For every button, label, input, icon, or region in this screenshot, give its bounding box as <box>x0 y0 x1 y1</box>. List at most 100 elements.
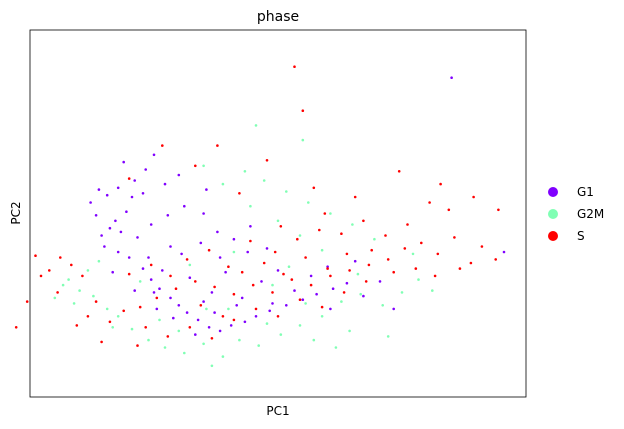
point-s <box>273 250 277 254</box>
point-s <box>59 256 62 259</box>
point-g1 <box>103 245 106 248</box>
point-s <box>14 326 18 329</box>
point-g2m <box>359 292 363 296</box>
series-g1 <box>89 76 506 336</box>
point-g1 <box>268 309 272 313</box>
point-g1 <box>152 291 156 294</box>
point-g1 <box>301 298 305 302</box>
point-s <box>149 263 153 267</box>
point-g1 <box>202 300 205 303</box>
point-s <box>127 177 131 180</box>
point-g1 <box>329 307 332 311</box>
point-g1 <box>205 188 208 191</box>
point-s <box>34 254 37 257</box>
point-s <box>100 340 103 344</box>
point-s <box>271 291 274 294</box>
point-g1 <box>213 311 216 314</box>
point-g1 <box>293 289 296 292</box>
point-s <box>276 315 280 318</box>
point-g2m <box>348 329 351 333</box>
point-s <box>194 280 197 283</box>
point-g1 <box>249 225 252 228</box>
series-g2m <box>53 124 434 368</box>
point-s <box>384 234 387 237</box>
point-g1 <box>240 296 244 300</box>
point-g2m <box>320 315 324 318</box>
point-s <box>428 201 431 204</box>
point-s <box>345 252 349 256</box>
plot-frame <box>29 29 527 398</box>
point-s <box>420 241 423 245</box>
point-g1 <box>285 304 288 307</box>
point-s <box>309 283 313 287</box>
point-g2m <box>373 237 376 241</box>
point-g1 <box>232 237 236 241</box>
series-s <box>14 65 500 347</box>
point-g1 <box>116 186 120 190</box>
point-s <box>240 270 244 274</box>
point-g2m <box>329 212 332 215</box>
point-s <box>296 237 299 241</box>
point-g1 <box>210 291 214 294</box>
point-s <box>56 291 59 294</box>
point-s <box>439 182 442 186</box>
point-s <box>185 258 189 261</box>
point-g2m <box>202 342 205 346</box>
point-g1 <box>353 259 357 263</box>
y-axis-label: PC2 <box>9 201 23 224</box>
legend-label-g2m: G2M <box>577 207 604 221</box>
point-g2m <box>188 263 192 267</box>
point-g1 <box>246 250 249 254</box>
point-g2m <box>262 179 266 182</box>
point-g1 <box>94 214 98 217</box>
point-g2m <box>320 248 324 252</box>
point-g1 <box>276 269 280 272</box>
point-g2m <box>386 335 390 338</box>
point-s <box>232 318 236 322</box>
point-g2m <box>177 329 181 333</box>
point-s <box>342 291 346 294</box>
point-g2m <box>243 170 247 173</box>
point-s <box>318 228 321 232</box>
point-g1 <box>133 289 136 292</box>
point-g1 <box>185 311 189 314</box>
point-g1 <box>271 302 274 305</box>
point-s <box>293 65 296 68</box>
point-s <box>329 274 332 278</box>
point-s <box>108 320 112 324</box>
point-s <box>254 307 258 311</box>
point-g1 <box>218 256 222 259</box>
point-g2m <box>265 322 269 325</box>
point-s <box>138 305 142 309</box>
point-g1 <box>235 304 238 307</box>
point-s <box>265 159 269 162</box>
point-g1 <box>188 276 192 280</box>
point-g1 <box>177 173 181 177</box>
point-s <box>161 144 164 147</box>
point-g2m <box>301 138 305 142</box>
point-g1 <box>111 270 114 274</box>
point-s <box>86 315 90 318</box>
point-g2m <box>340 300 343 303</box>
point-g2m <box>249 204 252 208</box>
point-g1 <box>378 280 382 283</box>
point-g1 <box>122 160 125 164</box>
point-s <box>323 212 327 215</box>
legend-marker-g1 <box>548 187 558 197</box>
point-g1 <box>149 278 153 281</box>
point-g1 <box>166 214 170 217</box>
point-g2m <box>334 346 338 349</box>
point-g2m <box>276 219 280 223</box>
point-s <box>414 267 418 270</box>
point-s <box>348 269 351 272</box>
point-g2m <box>205 307 208 311</box>
point-g1 <box>207 326 211 329</box>
point-g1 <box>130 195 134 199</box>
point-g2m <box>232 250 236 254</box>
point-g2m <box>158 318 161 322</box>
point-g2m <box>287 265 291 269</box>
point-g1 <box>119 230 123 234</box>
legend: G1 G2M S <box>548 185 604 243</box>
point-s <box>210 337 214 340</box>
point-g2m <box>307 201 310 204</box>
